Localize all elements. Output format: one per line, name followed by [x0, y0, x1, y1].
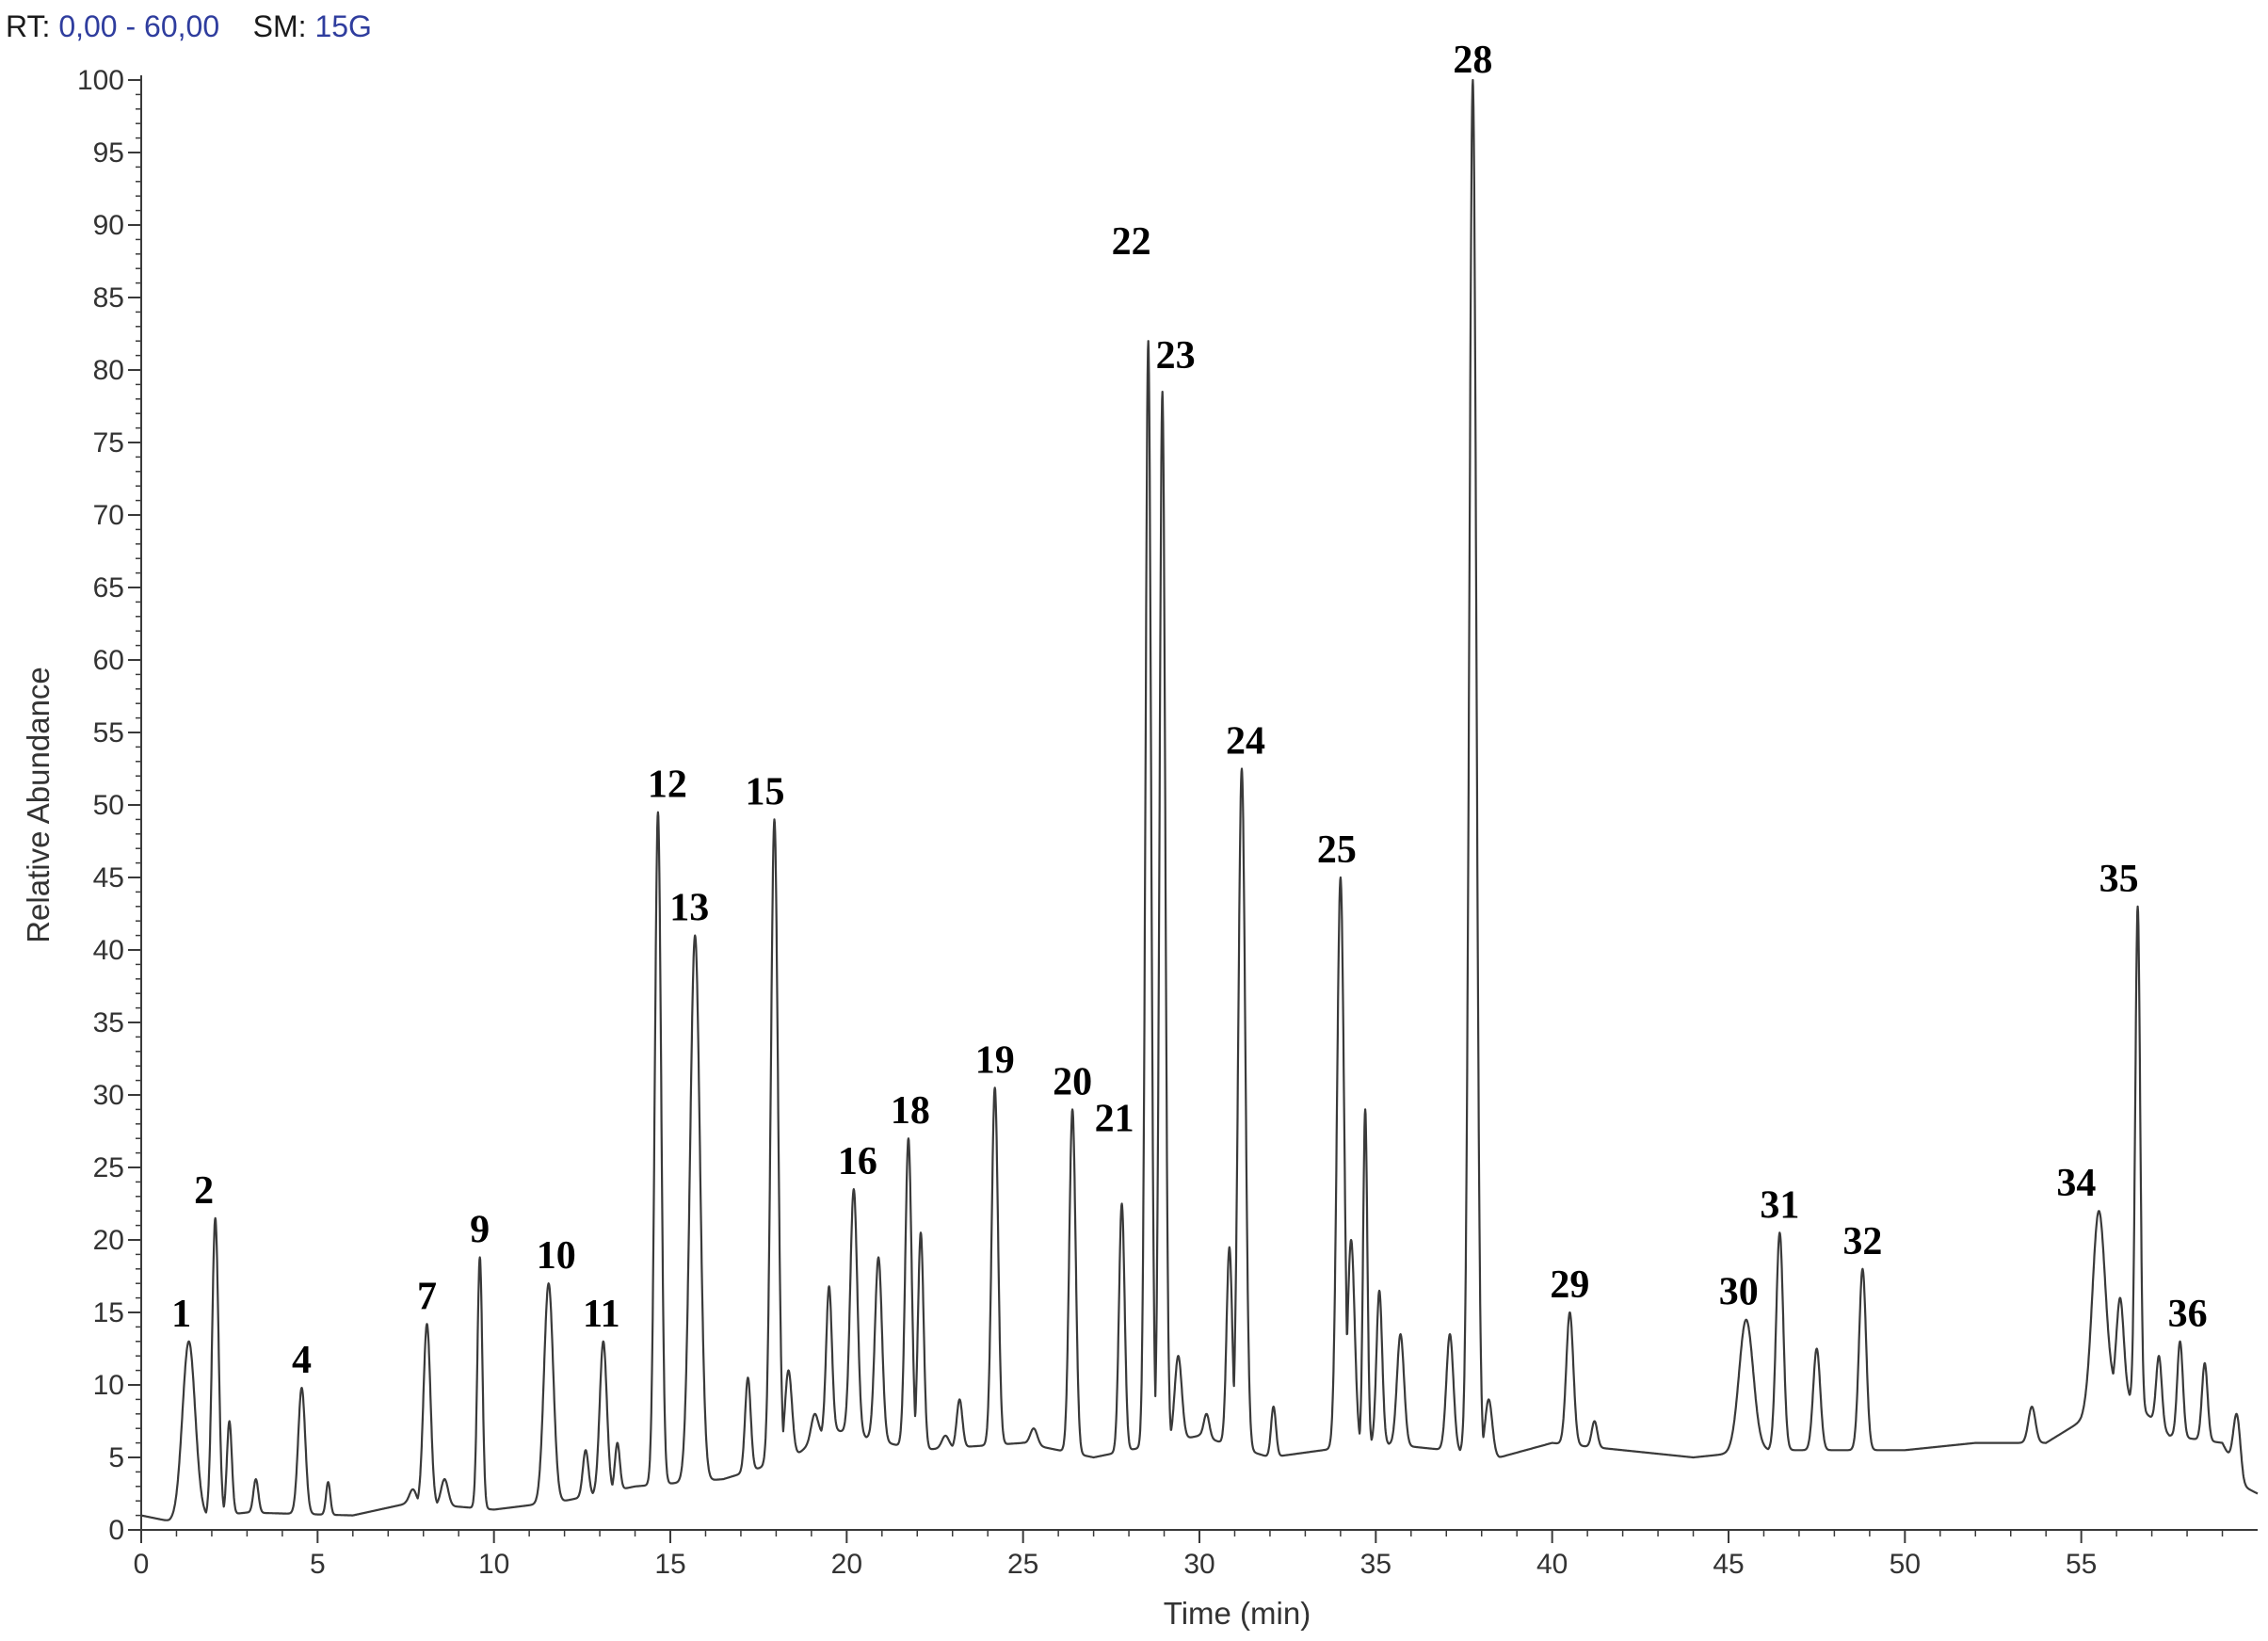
peak-label-28: 28 — [1453, 39, 1492, 82]
peak-label-11: 11 — [583, 1293, 620, 1336]
y-tick-label: 70 — [93, 500, 124, 531]
peak-label-9: 9 — [470, 1208, 490, 1251]
peak-label-24: 24 — [1226, 720, 1265, 764]
peak-label-23: 23 — [1156, 334, 1196, 378]
peak-label-15: 15 — [746, 770, 785, 813]
rt-range-value: 0,00 - 60,00 — [58, 9, 220, 43]
y-tick-label: 10 — [93, 1370, 124, 1401]
y-tick-label: 15 — [93, 1297, 124, 1328]
y-tick-label: 65 — [93, 572, 124, 603]
peak-label-25: 25 — [1317, 829, 1357, 872]
scan-header: RT: 0,00 - 60,00 SM: 15G — [6, 9, 372, 44]
y-tick-label: 40 — [93, 935, 124, 966]
sm-value: 15G — [314, 9, 372, 43]
x-tick-label: 30 — [1183, 1549, 1214, 1580]
peak-label-35: 35 — [2099, 858, 2139, 901]
peak-label-36: 36 — [2168, 1293, 2208, 1336]
y-tick-label: 60 — [93, 645, 124, 676]
peak-label-29: 29 — [1550, 1263, 1589, 1307]
x-axis-title: Time (min) — [1164, 1596, 1311, 1631]
y-tick-label: 20 — [93, 1225, 124, 1256]
peak-label-12: 12 — [648, 764, 687, 807]
x-tick-label: 50 — [1890, 1549, 1921, 1580]
y-tick-label: 85 — [93, 282, 124, 314]
peak-label-19: 19 — [975, 1038, 1015, 1082]
x-tick-label: 45 — [1713, 1549, 1744, 1580]
y-tick-label: 75 — [93, 427, 124, 459]
x-tick-label: 0 — [134, 1549, 150, 1580]
y-tick-label: 25 — [93, 1152, 124, 1183]
x-tick-label: 25 — [1007, 1549, 1038, 1580]
y-axis-title: Relative Abundance — [21, 667, 56, 943]
peak-label-34: 34 — [2056, 1162, 2096, 1205]
peak-label-1: 1 — [171, 1293, 191, 1336]
x-tick-label: 40 — [1536, 1549, 1568, 1580]
y-tick-label: 90 — [93, 210, 124, 241]
y-axis-ticks: 0 5 10 15 20 25 30 35 40 45 50 55 60 65 70 75 80 85 90 95 10… — [77, 65, 141, 1546]
y-tick-label: 80 — [93, 355, 124, 386]
x-tick-label: 55 — [2066, 1549, 2097, 1580]
y-tick-label: 45 — [93, 862, 124, 893]
peak-label-32: 32 — [1842, 1220, 1882, 1263]
sm-label: SM: — [252, 9, 307, 43]
peak-label-30: 30 — [1719, 1271, 1759, 1314]
peak-label-4: 4 — [292, 1339, 312, 1382]
x-tick-label: 15 — [654, 1549, 685, 1580]
y-tick-label: 30 — [93, 1080, 124, 1111]
peak-label-20: 20 — [1053, 1060, 1092, 1103]
x-tick-label: 5 — [310, 1549, 326, 1580]
peak-label-18: 18 — [891, 1089, 930, 1133]
chromatogram-trace — [140, 78, 2259, 1521]
x-tick-label: 10 — [478, 1549, 509, 1580]
peak-label-31: 31 — [1760, 1183, 1799, 1227]
x-tick-label: 20 — [831, 1549, 862, 1580]
x-tick-label: 35 — [1360, 1549, 1391, 1580]
peak-label-22: 22 — [1112, 220, 1151, 264]
y-tick-label: 50 — [93, 790, 124, 821]
y-tick-label: 5 — [108, 1442, 124, 1473]
peak-label-21: 21 — [1095, 1098, 1134, 1141]
y-tick-label: 55 — [93, 717, 124, 748]
peak-label-10: 10 — [537, 1234, 576, 1278]
y-tick-label: 95 — [93, 137, 124, 169]
peak-label-16: 16 — [838, 1140, 877, 1183]
peak-label-2: 2 — [194, 1169, 214, 1213]
rt-label: RT: — [6, 9, 51, 43]
y-tick-label: 0 — [108, 1515, 124, 1546]
peak-label-13: 13 — [669, 887, 709, 930]
y-tick-label: 35 — [93, 1007, 124, 1038]
x-axis-ticks: 0 5 10 15 20 25 30 35 40 45 50 55 — [134, 1530, 2224, 1580]
y-tick-label: 100 — [77, 65, 124, 96]
peak-label-7: 7 — [417, 1275, 437, 1318]
